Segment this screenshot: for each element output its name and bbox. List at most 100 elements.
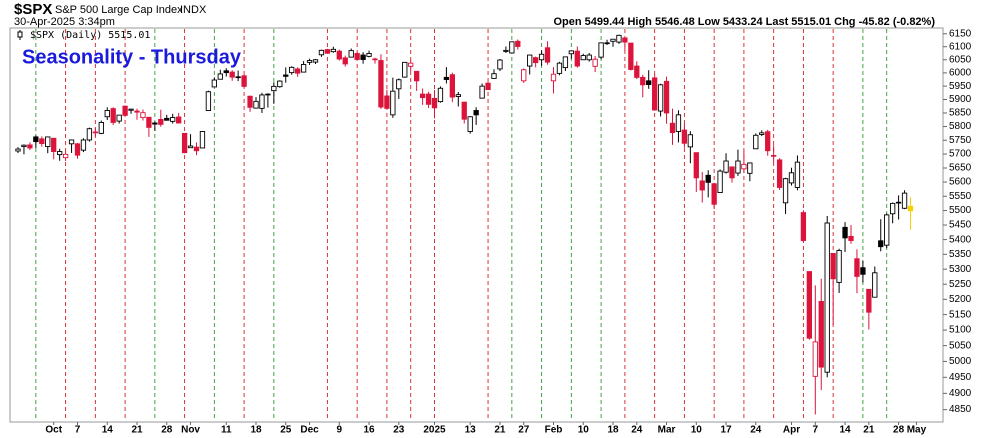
candle-body <box>431 97 438 109</box>
candle-body <box>134 110 140 113</box>
candle-body <box>15 148 21 152</box>
x-tick-label: 9 <box>337 425 343 436</box>
candle-body <box>884 214 890 246</box>
candle-body <box>98 121 104 134</box>
timestamp: 30-Apr-2025 3:34pm <box>14 16 115 28</box>
candle-body <box>348 50 354 58</box>
y-tick-label: 5450 <box>949 220 972 231</box>
y-tick-label: 5200 <box>949 294 972 305</box>
candle-body <box>544 47 551 63</box>
candle-body <box>366 53 372 57</box>
x-tick-label: 2025 <box>423 425 446 436</box>
x-tick-label: 27 <box>518 425 530 436</box>
candle-body <box>211 79 217 88</box>
y-tick-label: 5350 <box>949 249 972 260</box>
candle-body <box>128 108 134 111</box>
candle-body <box>735 160 741 174</box>
candle-body <box>741 163 747 170</box>
x-tick-label: 18 <box>607 425 619 436</box>
y-tick-label: 5100 <box>949 325 972 336</box>
candle-body <box>622 37 628 43</box>
candle-body <box>152 122 158 125</box>
x-tick-label: 24 <box>750 425 762 436</box>
candle-body <box>491 73 497 79</box>
candle-body <box>443 76 450 80</box>
x-tick-label: 10 <box>691 425 703 436</box>
candle-body <box>241 75 247 87</box>
candle-body <box>652 77 658 111</box>
candle-body <box>146 116 152 128</box>
y-tick-label: 5600 <box>949 177 972 188</box>
candle-body <box>794 161 801 188</box>
candle-body <box>199 131 206 149</box>
x-tick-label: 13 <box>465 425 477 436</box>
candle-body <box>788 172 795 184</box>
candle-body <box>681 129 688 144</box>
candle-body <box>550 73 557 82</box>
candle-body <box>693 152 699 179</box>
candle-body <box>527 54 533 67</box>
y-tick-label: 4850 <box>949 404 972 415</box>
y-tick-label: 5750 <box>949 135 972 146</box>
candle-body <box>479 85 485 99</box>
candle-body <box>425 93 432 105</box>
x-tick-label: Apr <box>783 425 800 436</box>
candle-body <box>747 162 753 174</box>
index-name: S&P 500 Large Cap Index <box>55 4 183 16</box>
candle-body <box>705 174 711 183</box>
candle-body <box>27 144 33 149</box>
candle-body <box>568 50 575 55</box>
candle-body <box>300 64 307 73</box>
candle-body <box>657 84 664 112</box>
candle-body <box>663 80 670 114</box>
candle-body <box>140 112 146 119</box>
candle-body <box>782 178 789 204</box>
candle-body <box>259 94 265 109</box>
x-tick-label: 21 <box>494 425 506 436</box>
candle-body <box>104 110 110 118</box>
candle-body <box>521 69 527 82</box>
candle-body <box>473 110 479 116</box>
y-tick-label: 6150 <box>949 28 972 39</box>
y-tick-label: 4900 <box>949 388 972 399</box>
x-tick-label: 14 <box>102 425 114 436</box>
candle-body <box>610 38 616 42</box>
candle-body <box>592 58 598 67</box>
legend-icon <box>17 30 23 40</box>
x-tick-label: 18 <box>250 425 262 436</box>
candle-body <box>562 56 569 69</box>
candle-body <box>538 53 545 61</box>
candle-body <box>354 53 360 60</box>
candle-body <box>306 60 313 63</box>
candle-body <box>187 145 194 149</box>
x-tick-label: 10 <box>578 425 590 436</box>
candle-body <box>687 134 694 148</box>
candle-body <box>800 212 807 241</box>
candle-body <box>68 139 75 145</box>
candle-body <box>342 57 348 65</box>
x-tick-label: 16 <box>363 425 375 436</box>
x-tick-label: 28 <box>893 425 905 436</box>
candle-body <box>497 59 503 70</box>
y-tick-label: 5650 <box>949 163 972 174</box>
candle-body <box>580 55 586 61</box>
candle-body <box>646 80 652 85</box>
candle-body <box>283 74 289 77</box>
candle-body <box>92 131 99 134</box>
candle-body <box>776 159 783 188</box>
candle-body <box>729 166 735 179</box>
y-tick-label: 4950 <box>949 372 972 383</box>
candle-body <box>74 143 81 156</box>
candle-body <box>586 54 592 61</box>
x-tick-label: 21 <box>863 425 875 436</box>
candle-body <box>669 122 676 133</box>
candle-body <box>116 114 122 122</box>
candle-body <box>723 160 729 173</box>
candle-body <box>21 144 27 148</box>
candle-body <box>51 137 57 153</box>
candle-body <box>318 49 325 56</box>
quote: Open 5499.44 High 5546.48 Low 5433.24 La… <box>553 16 935 28</box>
y-tick-label: 6000 <box>949 68 972 79</box>
candle-body <box>711 183 717 205</box>
candle-body <box>62 153 69 159</box>
